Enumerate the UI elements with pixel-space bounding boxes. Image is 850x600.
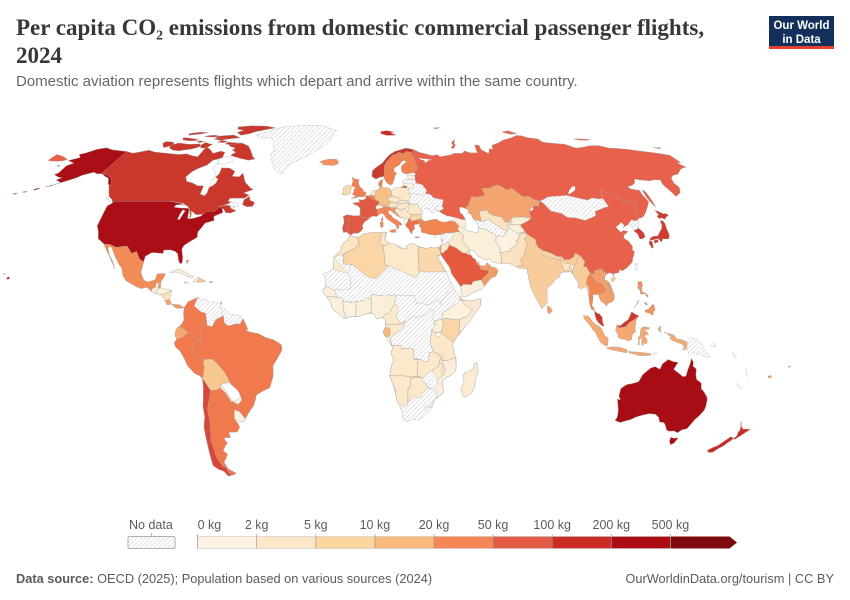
- svg-text:5 kg: 5 kg: [304, 518, 328, 532]
- svg-text:200 kg: 200 kg: [593, 518, 631, 532]
- svg-text:No data: No data: [129, 518, 173, 532]
- svg-text:100 kg: 100 kg: [533, 518, 571, 532]
- svg-text:2 kg: 2 kg: [245, 518, 269, 532]
- svg-text:50 kg: 50 kg: [478, 518, 509, 532]
- svg-text:500 kg: 500 kg: [652, 518, 690, 532]
- svg-text:20 kg: 20 kg: [419, 518, 450, 532]
- svg-text:10 kg: 10 kg: [360, 518, 391, 532]
- svg-text:0 kg: 0 kg: [198, 518, 222, 532]
